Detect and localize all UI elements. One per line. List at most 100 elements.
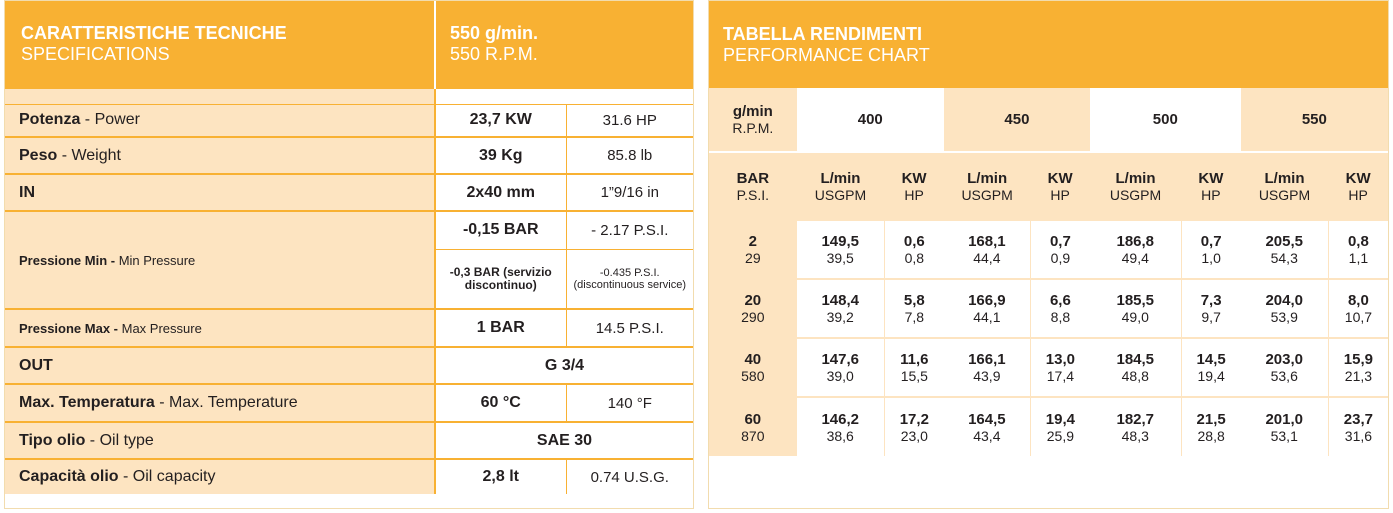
flow-cell: 182,7 48,3 (1089, 396, 1182, 456)
pressure-bar: 2 (748, 233, 757, 250)
temperature-c: 60 °C (434, 384, 566, 423)
bar-label-main: BAR (736, 169, 770, 187)
flow-usgpm: 43,4 (973, 427, 1001, 444)
spec-row-out: OUT G 3/4 (5, 347, 693, 385)
perf-title-en: PERFORMANCE CHART (723, 44, 930, 65)
flow-lmin: 201,0 (1265, 410, 1304, 428)
power-kw-value: 17,2 (899, 410, 929, 428)
out-label: OUT (19, 356, 53, 374)
oil-capacity-label: Capacità olio (19, 468, 119, 485)
pressure-psi: 870 (741, 427, 765, 444)
unit-header-row: BAR P.S.I. L/min USGPM KW HP L/min USGPM KW… (709, 151, 1388, 221)
power-cell: 5,8 7,8 (883, 278, 944, 338)
power-hp: 31.6 HP (565, 104, 693, 138)
max-pressure-label-en: Max Pressure (121, 320, 202, 336)
flow-usgpm: 53,6 (1270, 368, 1298, 384)
flow-lmin: 184,5 (1116, 351, 1155, 368)
spec-header-model: 550 g/min. 550 R.P.M. (434, 1, 693, 89)
max-pressure-bar: 1 BAR (434, 309, 566, 348)
hp-label: HP (1348, 186, 1368, 203)
power-kw-value: 6,6 (1049, 292, 1071, 309)
power-cell: 17,2 23,0 (883, 396, 944, 456)
temperature-label-en: - Max. Temperature (154, 394, 298, 411)
kw-label: KW (1047, 169, 1073, 187)
flow-usgpm: 43,9 (973, 368, 1001, 384)
flow-lmin: 205,5 (1265, 233, 1304, 250)
performance-rows: 2 29 149,5 39,5 0,6 0,8 168,1 44,4 0,7 0,9 186,8 49… (709, 219, 1388, 456)
spec-row-weight: Peso - Weight 39 Kg 85.8 lb (5, 137, 693, 175)
power-cell: 0,8 1,1 (1327, 219, 1388, 279)
spec-row-in: IN 2x40 mm 1”9/16 in (5, 174, 693, 212)
model-gmin: 550 g/min. (450, 23, 539, 44)
flow-lmin: 185,5 (1116, 292, 1155, 309)
flow-cell: 168,1 44,4 (943, 219, 1031, 279)
flow-lmin: 204,0 (1265, 292, 1304, 309)
power-label: Potenza (19, 111, 81, 129)
lmin-label: L/min (820, 169, 861, 187)
flow-lmin: 166,9 (968, 292, 1006, 309)
flow-usgpm: 49,4 (1121, 250, 1149, 266)
power-kw-value: 0,8 (1347, 233, 1369, 250)
power-kw-value: 19,4 (1045, 410, 1075, 428)
power-cell: 8,0 10,7 (1327, 278, 1388, 338)
flow-cell: 149,5 39,5 (796, 219, 885, 279)
specifications-panel: CARATTERISTICHE TECNICHE SPECIFICATIONS … (4, 0, 694, 509)
power-kw-value: 0,7 (1200, 233, 1222, 250)
out-value: G 3/4 (434, 347, 693, 385)
flow-lmin: 164,5 (968, 410, 1006, 428)
kw-label: KW (1345, 169, 1371, 187)
power-hp-value: 19,4 (1197, 368, 1225, 384)
min-pressure-label: Pressione Min - (19, 252, 119, 268)
performance-row: 40 580 147,6 39,0 11,6 15,5 166,1 43,9 13,0 17,4 1… (709, 337, 1388, 397)
flow-usgpm: 53,9 (1270, 309, 1298, 325)
in-mm: 2x40 mm (434, 174, 566, 212)
min-pressure-label-en: Min Pressure (118, 252, 196, 268)
flow-cell: 147,6 39,0 (796, 337, 885, 397)
usgpm-label: USGPM (961, 186, 1013, 203)
power-cell: 23,7 31,6 (1327, 396, 1388, 456)
spec-title-en: SPECIFICATIONS (21, 44, 170, 65)
power-cell: 6,6 8,8 (1029, 278, 1090, 338)
speed-header-row: g/min R.P.M. 400 450 500 550 (709, 88, 1388, 152)
power-cell: 19,4 25,9 (1029, 396, 1090, 456)
spec-header-title: CARATTERISTICHE TECNICHE SPECIFICATIONS (5, 1, 435, 89)
pressure-psi: 29 (745, 250, 761, 266)
oil-type-value: SAE 30 (434, 422, 693, 460)
flow-cell: 148,4 39,2 (796, 278, 885, 338)
power-cell: 15,9 21,3 (1327, 337, 1388, 397)
flow-usgpm: 48,8 (1121, 368, 1149, 384)
kw-label: KW (901, 169, 927, 187)
flow-lmin: 166,1 (968, 351, 1006, 368)
flow-cell: 186,8 49,4 (1089, 219, 1182, 279)
pressure-psi: 580 (741, 368, 765, 384)
flow-cell: 205,5 54,3 (1240, 219, 1329, 279)
lmin-label: L/min (1264, 169, 1305, 187)
power-hp-value: 9,7 (1201, 309, 1221, 325)
speed-550: 550 (1301, 111, 1327, 128)
flow-usgpm: 39,5 (826, 250, 854, 266)
weight-kg: 39 Kg (434, 137, 566, 175)
power-hp-value: 15,5 (900, 368, 928, 384)
model-rpm: 550 R.P.M. (450, 44, 538, 65)
spec-row-min-pressure: Pressione Min - Min Pressure -0,15 BAR -… (5, 211, 693, 310)
pressure-bar: 40 (744, 351, 762, 368)
flow-usgpm: 49,0 (1121, 309, 1149, 325)
spec-row-min-pressure-discontinuous: -0,3 BAR (servizio discontinuo) -0.435 P… (5, 249, 693, 310)
power-kw-value: 0,6 (903, 233, 925, 250)
hp-label: HP (1050, 186, 1070, 203)
flow-cell: 184,5 48,8 (1089, 337, 1182, 397)
in-label: IN (19, 183, 35, 201)
in-inch: 1”9/16 in (565, 174, 693, 212)
max-pressure-psi: 14.5 P.S.I. (565, 309, 693, 348)
psi-label-sub: P.S.I. (736, 186, 770, 203)
specifications-table: CARATTERISTICHE TECNICHE SPECIFICATIONS … (5, 1, 693, 494)
power-hp-value: 23,0 (900, 427, 928, 444)
weight-lb: 85.8 lb (565, 137, 693, 175)
flow-cell: 166,1 43,9 (943, 337, 1031, 397)
flow-cell: 164,5 43,4 (943, 396, 1031, 456)
power-hp-value: 8,8 (1050, 309, 1071, 325)
rpm-label-sub: R.P.M. (732, 120, 774, 136)
power-hp-value: 28,8 (1197, 427, 1225, 444)
power-hp-value: 31,6 (1344, 427, 1373, 444)
spec-row-temperature: Max. Temperatura - Max. Temperature 60 °… (5, 384, 693, 423)
